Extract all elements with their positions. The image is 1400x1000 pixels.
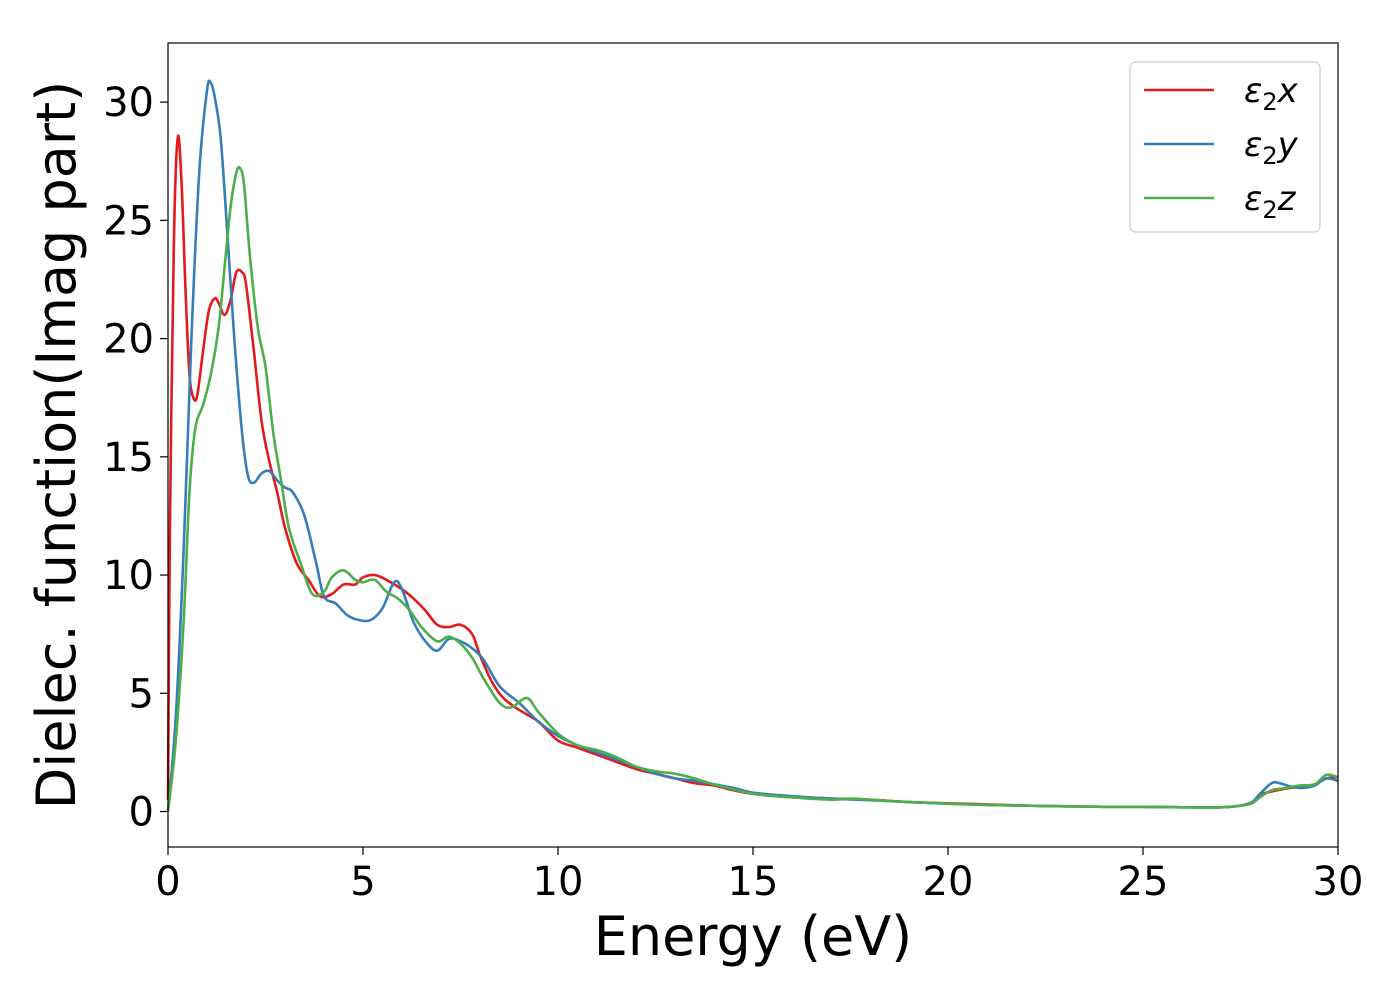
legend-label-y: ε2y [1244, 125, 1299, 170]
y-tick-label: 15 [103, 435, 154, 481]
y-tick-label: 5 [129, 671, 154, 717]
x-tick-label: 15 [728, 859, 779, 905]
legend-label-x: ε2x [1244, 71, 1299, 116]
legend-box [1129, 61, 1321, 233]
y-axis-label: Dielec. function(Imag part) [25, 81, 88, 810]
x-tick-label: 25 [1118, 859, 1169, 905]
y-tick-label: 20 [103, 317, 154, 363]
x-tick-label: 0 [155, 859, 180, 905]
y-tick-label: 25 [103, 198, 154, 244]
series-lines [166, 79, 1339, 812]
y-tick-label: 0 [129, 790, 154, 836]
series-line-z [166, 165, 1339, 812]
axis-ticks: 0 5 10 15 20 25 30 0 5 10 15 20 25 30 [103, 80, 1363, 905]
legend-label-z: ε2z [1244, 179, 1297, 224]
x-tick-label: 5 [350, 859, 375, 905]
series-line-x [166, 134, 1339, 809]
x-axis-label: Energy (eV) [594, 905, 913, 968]
x-tick-label: 20 [923, 859, 974, 905]
x-tick-label: 30 [1313, 859, 1364, 905]
x-tick-label: 10 [533, 859, 584, 905]
y-tick-label: 10 [103, 553, 154, 599]
y-tick-label: 30 [103, 80, 154, 126]
legend: ε2x ε2y ε2z [1129, 61, 1321, 233]
